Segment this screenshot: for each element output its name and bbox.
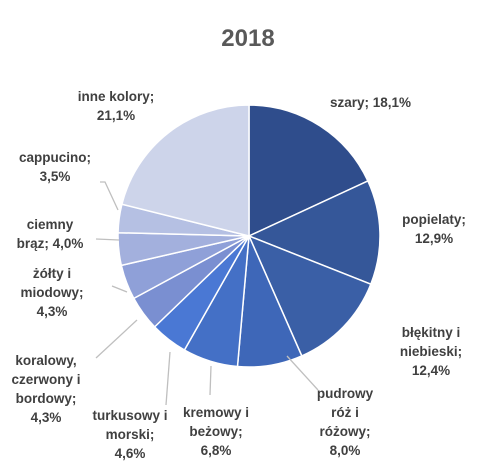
leader-line-pudrowy [286, 355, 319, 391]
chart-title: 2018 [221, 25, 274, 52]
data-label-turkusowy: turkusowy i morski; 4,6% [92, 408, 167, 461]
data-label-blekitny: błękitny i niebieski; 12,4% [400, 325, 462, 378]
pie-slice-3 [247, 234, 372, 357]
data-label-inne: inne kolory; 21,1% [78, 89, 155, 123]
data-label-popielaty: popielaty; 12,9% [402, 212, 466, 246]
leader-lines [95, 181, 319, 406]
data-label-koralowy: koralowy, czerwony i bordowy; 4,3% [11, 353, 80, 425]
leader-line-cappucino [100, 181, 119, 211]
pie-slices [117, 104, 381, 368]
leader-line-turkusowy [165, 351, 171, 406]
data-label-szary: szary; 18,1% [330, 95, 411, 110]
leader-line-kremowy [209, 365, 212, 396]
data-label-cappucino: cappucino; 3,5% [19, 150, 91, 184]
leader-line-zolty [111, 285, 128, 293]
pie-slice-2 [247, 179, 381, 286]
pie-slice-1 [248, 104, 369, 238]
leader-line-koralowy [95, 319, 138, 359]
pie-slice-11 [120, 104, 250, 237]
data-label-ciemny: ciemny brąz; 4,0% [17, 217, 84, 251]
data-label-kremowy: kremowy i beżowy; 6,8% [183, 405, 249, 458]
data-label-zolty: żółty i miodowy; 4,3% [21, 266, 84, 319]
data-label-pudrowy: pudrowy róż i różowy; 8,0% [317, 386, 374, 458]
leader-line-ciemny [95, 238, 120, 241]
